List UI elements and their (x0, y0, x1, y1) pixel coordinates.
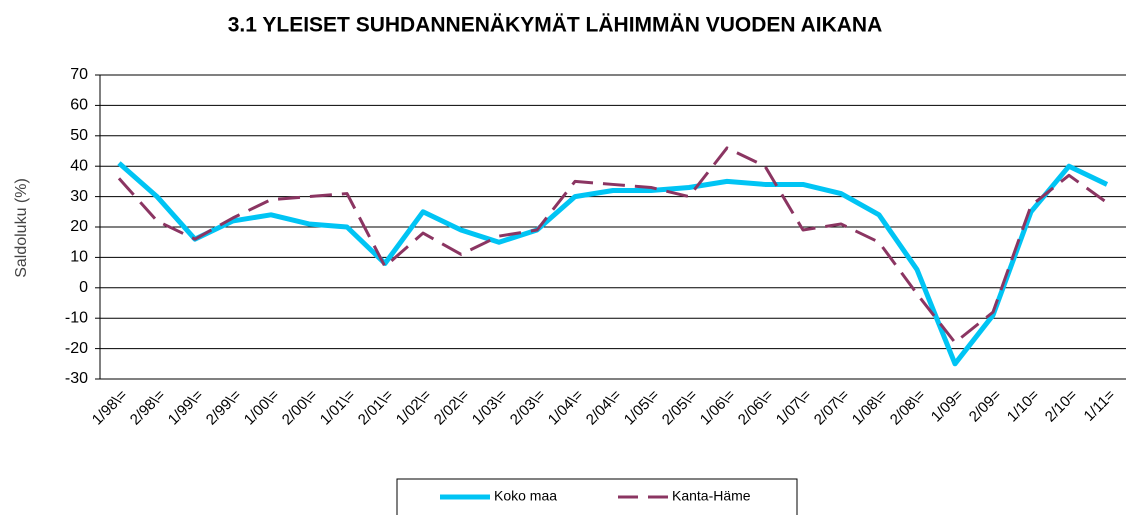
x-tick-label: 1/99\= (165, 386, 207, 428)
y-tick-label: 40 (70, 157, 88, 174)
legend-label: Koko maa (494, 488, 557, 504)
x-tick-label: 2/04\= (583, 386, 625, 428)
x-tick-label: 2/03\= (507, 386, 549, 428)
legend-label: Kanta-Häme (672, 488, 751, 504)
x-tick-label: 1/07\= (773, 386, 815, 428)
x-tick-label: 1/02\= (393, 386, 435, 428)
x-tick-label: 2/08\= (887, 386, 929, 428)
x-tick-label: 1/11= (1081, 386, 1119, 424)
x-tick-label: 2/98\= (127, 386, 169, 428)
x-tick-label: 1/05\= (621, 386, 663, 428)
x-tick-label: 2/07\= (811, 386, 853, 428)
x-tick-label: 2/10= (1042, 386, 1081, 425)
x-tick-label: 1/00\= (241, 386, 283, 428)
x-tick-label: 1/08\= (849, 386, 891, 428)
y-tick-label: 70 (70, 66, 88, 83)
x-tick-label: 2/06\= (735, 386, 777, 428)
y-axis-label: Saldoluku (%) (13, 178, 30, 278)
y-tick-label: -20 (65, 340, 88, 357)
x-tick-label: 2/02\= (431, 386, 473, 428)
y-tick-label: 50 (70, 127, 88, 144)
y-tick-label: -30 (65, 370, 88, 387)
y-tick-label: -10 (65, 309, 88, 326)
y-tick-label: 60 (70, 97, 88, 114)
x-tick-label: 1/03\= (469, 386, 511, 428)
x-tick-label: 1/06\= (697, 386, 739, 428)
x-tick-label: 1/01\= (317, 386, 359, 428)
line-series (117, 146, 1108, 345)
x-tick-label: 2/01\= (355, 386, 397, 428)
x-tick-label: 2/99\= (203, 386, 245, 428)
chart-title: 3.1 YLEISET SUHDANNENÄKYMÄT LÄHIMMÄN VUO… (228, 14, 883, 37)
y-tick-label: 30 (70, 188, 88, 205)
x-tick-label: 2/05\= (659, 386, 701, 428)
line-series (117, 161, 1109, 367)
x-tick-label: 2/09= (966, 386, 1005, 425)
x-tick-label: 1/10= (1004, 386, 1043, 425)
x-tick-label: 2/00\= (279, 386, 321, 428)
y-tick-label: 10 (70, 249, 88, 266)
y-tick-label: 0 (79, 279, 88, 296)
y-tick-label: 20 (70, 218, 88, 235)
x-tick-label: 1/98\= (89, 386, 131, 428)
x-tick-label: 1/04\= (545, 386, 587, 428)
x-tick-label: 1/09= (928, 386, 967, 425)
